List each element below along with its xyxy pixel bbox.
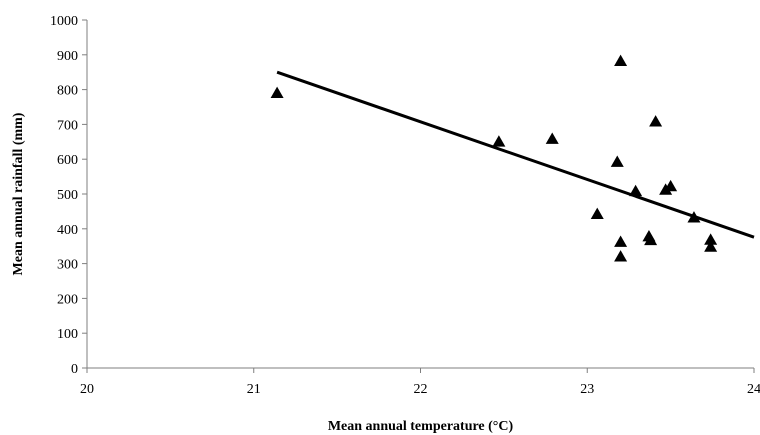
data-point [590,207,604,220]
y-tick-label: 700 [57,118,78,133]
data-point [492,135,506,147]
y-axis-title: Mean annual rainfall (mm) [11,112,26,275]
data-point [664,179,678,192]
data-point [704,233,718,245]
data-point [687,211,701,223]
x-ticks: 20 21 22 23 24 [80,368,760,397]
y-ticks: 0 100 200 300 400 500 600 700 800 900 1000 [50,14,87,377]
data-point [614,235,628,247]
data-point [704,240,718,252]
x-tick-label: 22 [414,382,428,397]
y-tick-label: 400 [57,223,78,238]
y-tick-label: 200 [57,292,78,307]
data-point [270,86,284,98]
y-tick-label: 500 [57,188,78,203]
x-tick-label: 24 [747,382,760,397]
x-axis-title: Mean annual temperature (°C) [328,419,514,434]
trendline-group [276,70,755,239]
y-tick-label: 0 [71,362,78,377]
y-tick-label: 300 [57,258,78,273]
y-tick-label: 1000 [50,14,78,29]
axes [86,20,754,369]
data-point [545,132,559,144]
data-point [614,54,628,66]
y-tick-label: 800 [57,84,78,99]
y-tick-label: 100 [57,327,78,342]
data-point [614,250,628,262]
x-tick-label: 23 [580,382,594,397]
y-tick-label: 900 [57,49,78,64]
data-points [270,54,718,262]
y-tick-label: 600 [57,153,78,168]
x-tick-label: 20 [80,382,94,397]
trendline [276,70,755,239]
data-point [644,233,658,246]
data-point [649,115,663,127]
data-point [629,184,643,197]
x-tick-label: 21 [247,382,261,397]
data-point [610,155,624,167]
